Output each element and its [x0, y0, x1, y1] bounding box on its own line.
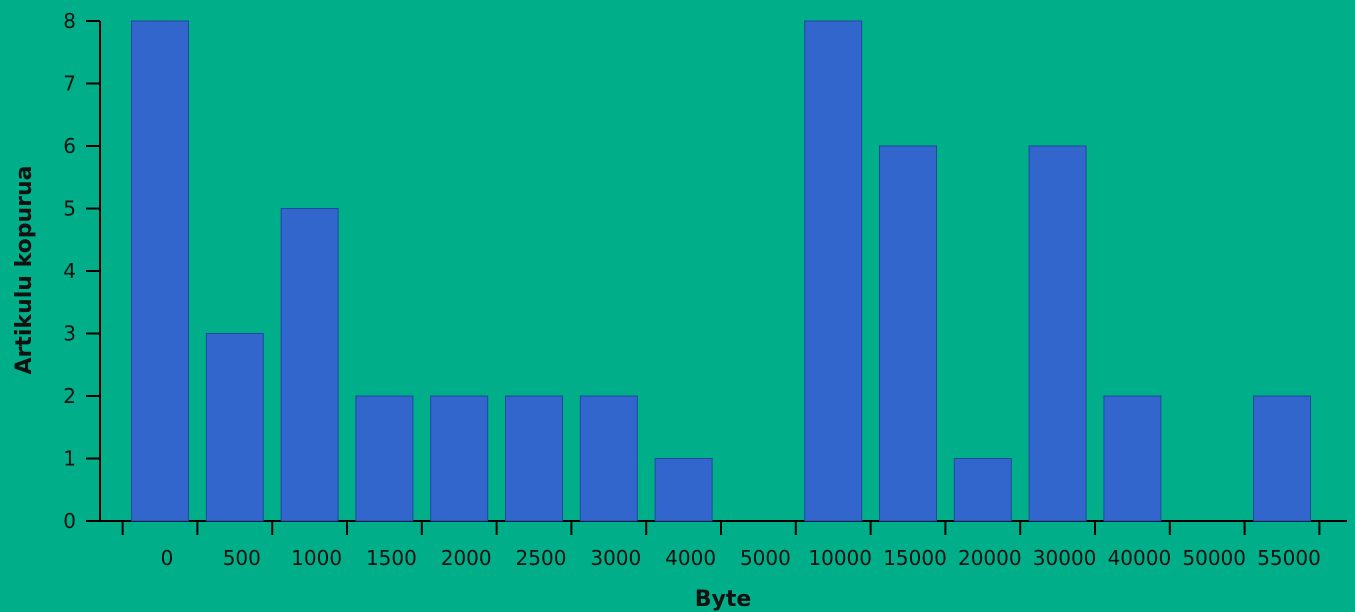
- y-tick-label-6: 6: [63, 134, 76, 158]
- x-tick-label-2500: 2500: [516, 546, 567, 570]
- y-axis: [86, 20, 101, 522]
- bar-1500: [355, 395, 414, 522]
- x-tick-label-1500: 1500: [366, 546, 417, 570]
- y-tick-label-1: 1: [63, 447, 76, 471]
- bar-40000: [1103, 395, 1162, 522]
- bars: [131, 20, 1311, 522]
- bar-20000: [953, 458, 1012, 522]
- bar-0: [131, 20, 189, 522]
- x-tick-label-55000: 55000: [1257, 546, 1321, 570]
- x-tick-label-1000: 1000: [291, 546, 342, 570]
- x-axis: [100, 520, 1347, 535]
- bar-10000: [804, 20, 863, 522]
- x-tick-label-500: 500: [223, 546, 261, 570]
- x-tick-label-15000: 15000: [883, 546, 947, 570]
- bar-30000: [1028, 145, 1087, 522]
- x-tick-label-5000: 5000: [740, 546, 791, 570]
- x-tick-label-40000: 40000: [1108, 546, 1172, 570]
- x-tick-label-30000: 30000: [1033, 546, 1097, 570]
- x-tick-label-3000: 3000: [590, 546, 641, 570]
- y-tick-label-3: 3: [63, 322, 76, 346]
- x-tick-label-0: 0: [161, 546, 174, 570]
- bar-4000: [654, 458, 713, 522]
- bar-2500: [505, 395, 563, 522]
- y-tick-label-7: 7: [63, 72, 76, 96]
- y-tick-label-2: 2: [63, 384, 76, 408]
- y-tick-label-0: 0: [63, 509, 76, 533]
- y-tick-label-5: 5: [63, 197, 76, 221]
- y-axis-title: Artikulu kopurua: [12, 165, 37, 374]
- bar-55000: [1253, 395, 1311, 522]
- x-tick-labels: 0 500 1000 1500 2000 2500 3000 4000 5000 10000 150…: [161, 546, 1321, 570]
- x-tick-label-10000: 10000: [808, 546, 872, 570]
- x-axis-title: Byte: [695, 587, 752, 612]
- y-tick-label-8: 8: [63, 9, 76, 33]
- bar-3000: [579, 395, 638, 522]
- x-tick-label-2000: 2000: [441, 546, 492, 570]
- x-tick-label-20000: 20000: [958, 546, 1022, 570]
- y-tick-labels: 0 1 2 3 4 5 6 7 8: [63, 9, 76, 533]
- x-tick-label-4000: 4000: [665, 546, 716, 570]
- bar-2000: [430, 395, 489, 522]
- bar-15000: [879, 145, 937, 522]
- y-tick-label-4: 4: [63, 259, 76, 283]
- x-tick-label-50000: 50000: [1182, 546, 1246, 570]
- bar-1000: [280, 208, 339, 522]
- bar-500: [205, 333, 264, 522]
